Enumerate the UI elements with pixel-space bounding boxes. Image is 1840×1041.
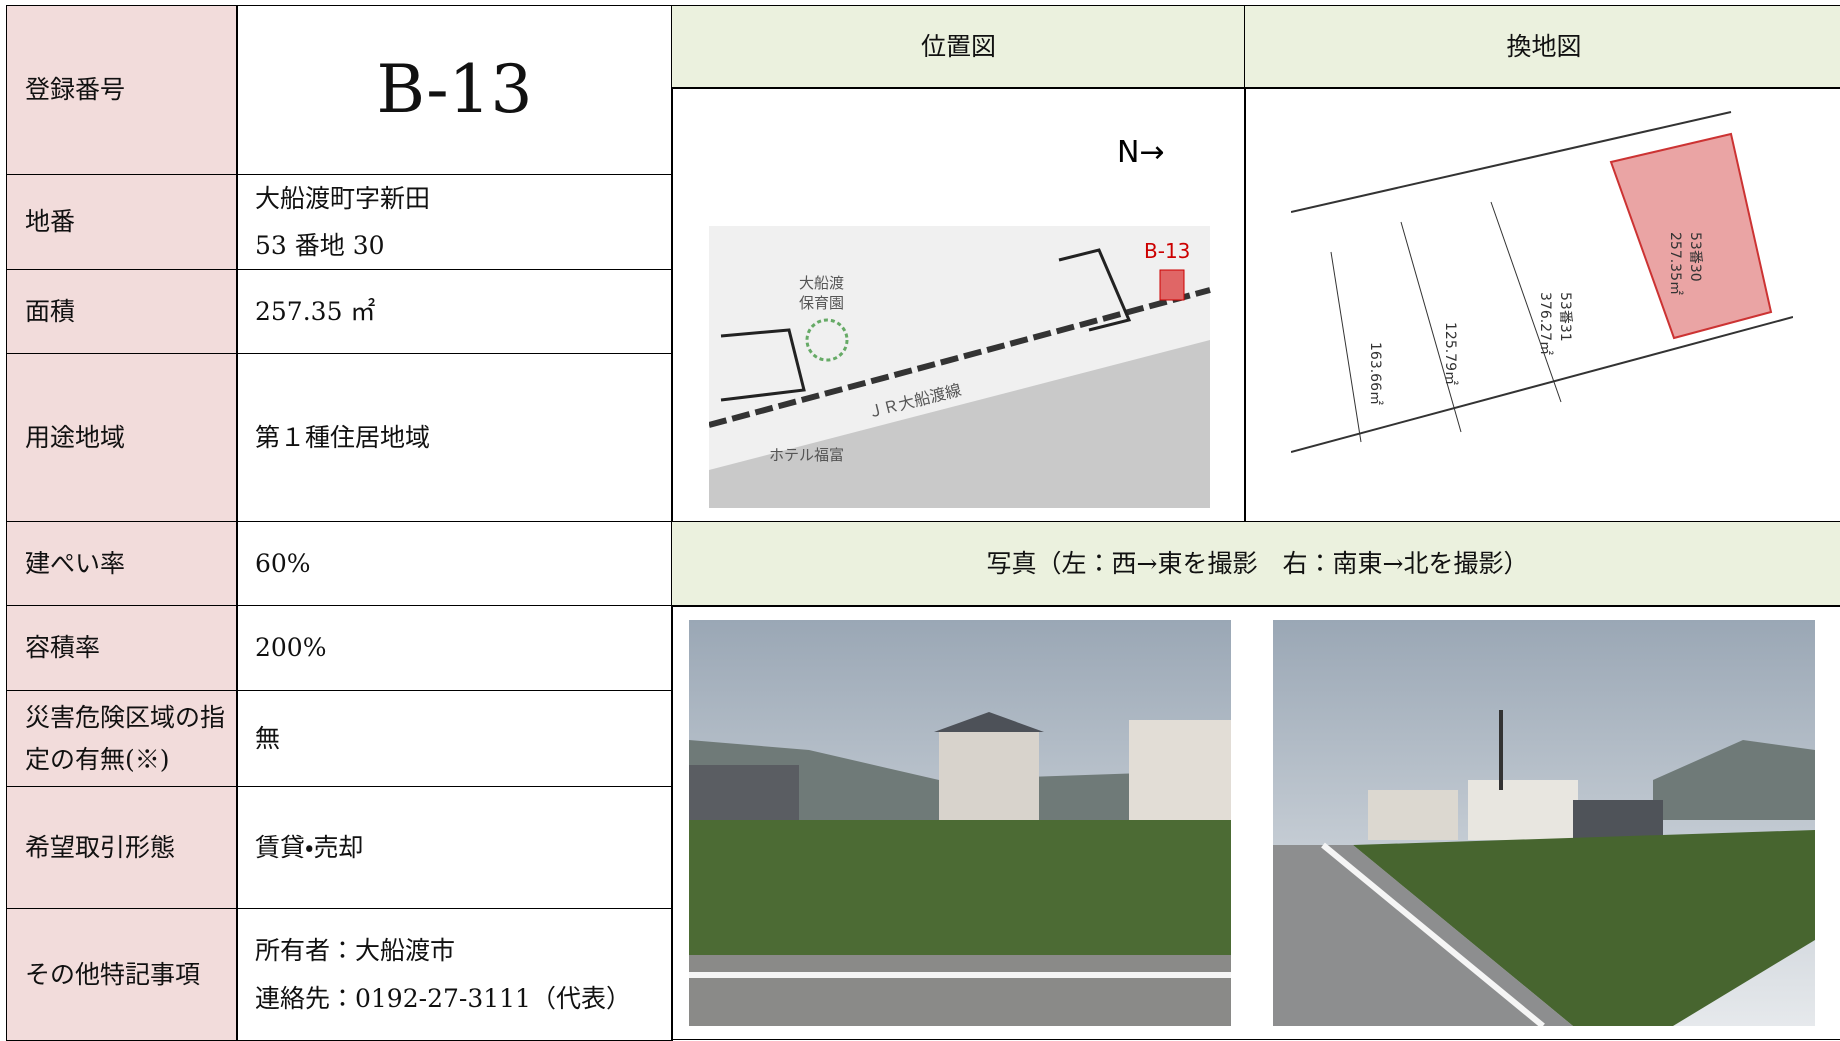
label: 地番 — [25, 207, 76, 237]
label-cell: 災害危険区域の指定の有無(※) — [6, 690, 238, 787]
label-cell: 地番 — [6, 174, 238, 270]
label: 容積率 — [25, 633, 101, 663]
site-parcel — [1609, 132, 1773, 340]
value: 大船渡町字新田 — [255, 183, 431, 213]
map-label: 376.27㎡ — [1537, 292, 1553, 355]
value: 257.35 ㎡ — [255, 296, 376, 326]
parcel-line — [1490, 201, 1562, 403]
photo-west-east — [689, 620, 1231, 1026]
value-cell: 大船渡町字新田 53 番地 30 — [236, 174, 673, 270]
value: 200% — [255, 633, 327, 663]
header-cell: 写真（左：西→東を撮影 右：南東→北を撮影） — [671, 521, 1840, 607]
label-cell: 建ぺい率 — [6, 521, 238, 606]
label: 希望取引形態 — [25, 832, 176, 862]
label-cell: 容積率 — [6, 605, 238, 691]
header: 写真（左：西→東を撮影 右：南東→北を撮影） — [986, 549, 1529, 579]
header-cell: 換地図 — [1244, 5, 1840, 89]
rail — [709, 340, 1210, 508]
label-cell: 希望取引形態 — [6, 786, 238, 909]
building — [1058, 248, 1132, 332]
exchange-map: 53番30 257.35㎡ 53番31 376.27㎡ 125.79㎡ 163.… — [1291, 102, 1793, 508]
marker — [805, 318, 849, 362]
map-label: 53番31 — [1557, 292, 1573, 342]
location-map: N→ B-13 大船渡 保育園 ＪＲ大船渡線 ホテル福富 — [709, 140, 1211, 508]
label-cell: 登録番号 — [6, 5, 238, 175]
header: 換地図 — [1506, 32, 1582, 62]
label: 登録番号 — [25, 75, 126, 105]
photo-southeast-north — [1273, 620, 1815, 1026]
building — [720, 328, 806, 402]
site — [1159, 269, 1185, 301]
label: 用途地域 — [25, 422, 126, 452]
map-label: 125.79㎡ — [1442, 322, 1458, 385]
value: 連絡先：0192-27-3111（代表） — [255, 983, 631, 1013]
value: 所有者：大船渡市 — [255, 936, 456, 965]
map-label: ホテル福富 — [769, 446, 844, 464]
value-cell: 無 — [236, 690, 673, 787]
label: その他特記事項 — [25, 959, 201, 989]
road — [1291, 111, 1732, 213]
registration-number: B-13 — [376, 51, 533, 129]
value-cell: 所有者：大船渡市連絡先：0192-27-3111（代表） — [236, 908, 673, 1041]
label-cell: 用途地域 — [6, 353, 238, 522]
map-label: 保育園 — [799, 294, 844, 312]
parcel-line — [1400, 221, 1462, 433]
label-cell: その他特記事項 — [6, 908, 238, 1041]
header-cell: 位置図 — [671, 5, 1246, 89]
value: 賃貸・売却 — [255, 832, 364, 862]
header: 位置図 — [920, 32, 996, 62]
value-cell: 第１種住居地域 — [236, 353, 673, 522]
value-cell: 200% — [236, 605, 673, 691]
value: 無 — [255, 723, 281, 753]
value-cell: B-13 — [236, 5, 673, 175]
road — [1291, 316, 1793, 453]
value-cell: 60% — [236, 521, 673, 606]
value: 第１種住居地域 — [255, 422, 431, 452]
value: 60% — [255, 548, 311, 578]
label: 災害危険区域の指定の有無(※) — [25, 703, 226, 774]
label-cell: 面積 — [6, 269, 238, 354]
map-label: 53番30 — [1687, 232, 1703, 282]
map-label: B-13 — [1144, 239, 1190, 263]
parcel-line — [1330, 251, 1362, 443]
label: 面積 — [25, 296, 76, 326]
value-cell: 賃貸・売却 — [236, 786, 673, 909]
map-label: 大船渡 — [799, 274, 844, 292]
map-label: 257.35㎡ — [1667, 232, 1683, 295]
label: 建ぺい率 — [25, 548, 126, 578]
value: 53 番地 30 — [255, 231, 385, 260]
map-label: N→ — [1117, 140, 1165, 170]
map-label: 163.66㎡ — [1367, 342, 1383, 405]
value-cell: 257.35 ㎡ — [236, 269, 673, 354]
